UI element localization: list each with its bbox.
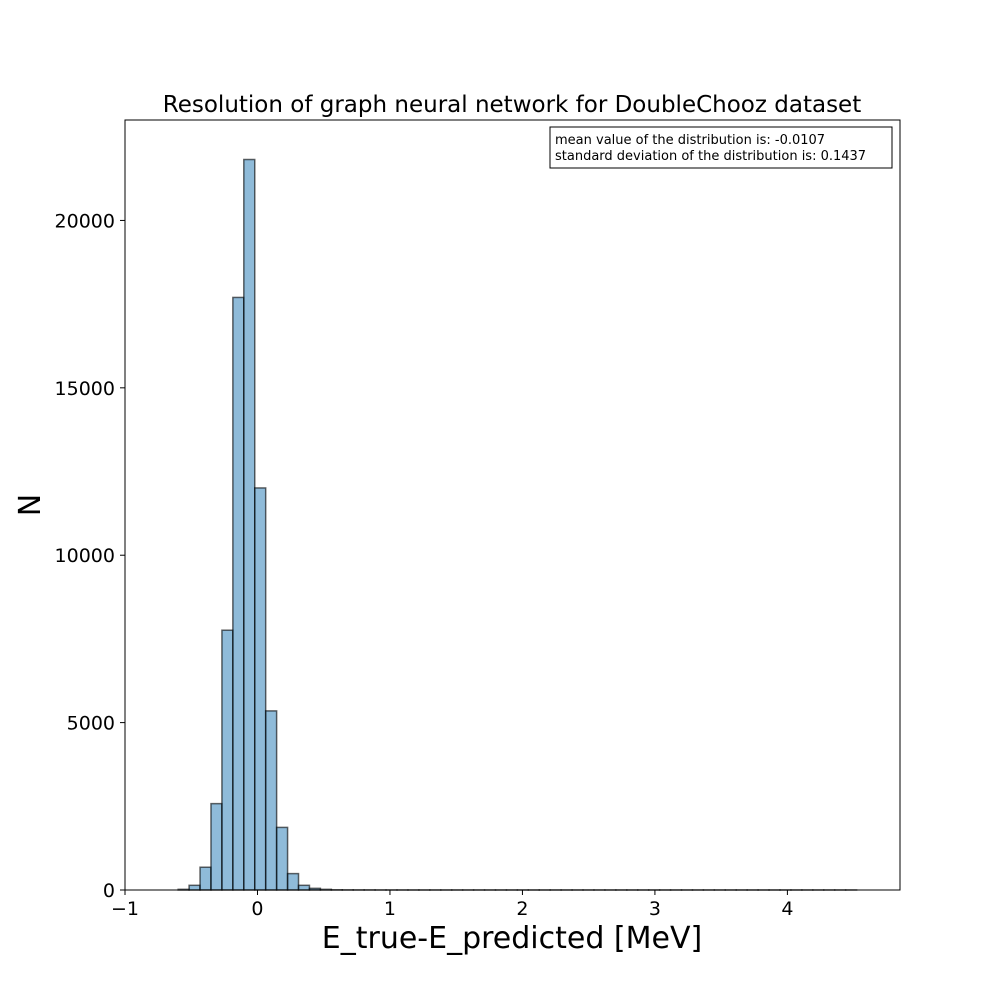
histogram-bar <box>264 710 278 891</box>
annotation-mean: mean value of the distribution is: -0.01… <box>555 133 825 148</box>
y-tick-label: 20000 <box>55 210 115 232</box>
histogram-bar <box>254 487 267 891</box>
x-axis-label: E_true-E_predicted [MeV] <box>322 921 702 956</box>
y-axis-ticks: 0 5000 10000 15000 20000 <box>55 210 125 902</box>
histogram-bar <box>210 802 223 891</box>
histogram-bar <box>221 629 234 891</box>
y-axis-label: N <box>13 494 48 516</box>
x-axis-ticks: −1 0 1 2 3 4 <box>111 890 793 920</box>
x-tick-label: 0 <box>251 898 263 920</box>
y-tick-label: 15000 <box>55 378 115 400</box>
x-tick-label: 4 <box>781 898 793 920</box>
histogram-bar <box>199 866 212 891</box>
y-tick-label: 5000 <box>67 713 115 735</box>
annotation-frame <box>549 126 893 169</box>
histogram-bar <box>286 872 300 891</box>
x-tick-label: 1 <box>384 898 396 920</box>
y-tick-label: 10000 <box>55 545 115 567</box>
stats-annotation-box: mean value of the distribution is: -0.01… <box>549 126 893 169</box>
chart-title: Resolution of graph neural network for D… <box>163 92 861 118</box>
x-tick-label: −1 <box>111 898 139 920</box>
histogram-bar <box>243 158 256 891</box>
annotation-std: standard deviation of the distribution i… <box>555 149 866 164</box>
histogram-bar <box>297 884 311 891</box>
histogram-bar <box>188 884 201 891</box>
x-tick-label: 2 <box>516 898 528 920</box>
histogram-bar <box>232 296 245 891</box>
plot-frame <box>124 119 901 891</box>
x-tick-label: 3 <box>649 898 661 920</box>
histogram-bar <box>275 826 289 891</box>
y-tick-label: 0 <box>103 880 115 902</box>
